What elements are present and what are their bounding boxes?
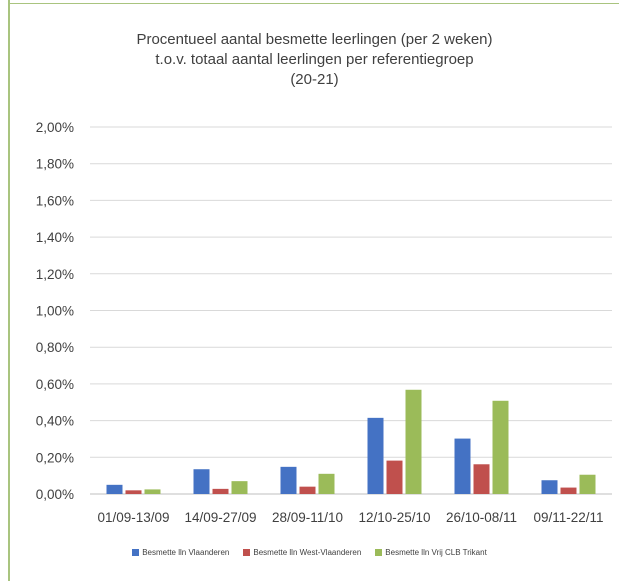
bar-3-4 xyxy=(405,389,422,494)
legend-label-trikant: Besmette lln Vrij CLB Trikant xyxy=(385,548,487,557)
legend-swatch-west-vlaanderen xyxy=(243,549,251,556)
y-tick-label-8: 1,60% xyxy=(36,193,74,208)
frame-border-top xyxy=(8,3,619,4)
legend-swatch-vlaanderen xyxy=(132,549,140,556)
x-tick-label-1: 01/09-13/09 xyxy=(97,510,169,525)
chart-title-line-2: t.o.v. totaal aantal leerlingen per refe… xyxy=(155,51,474,68)
bar-2-4 xyxy=(386,460,403,494)
bar-2-2 xyxy=(212,488,229,494)
y-tick-label-0: 0,00% xyxy=(36,487,74,502)
y-tick-label-6: 1,20% xyxy=(36,267,74,282)
x-tick-label-3: 28/09-11/10 xyxy=(272,510,343,525)
y-tick-label-1: 0,20% xyxy=(36,450,74,465)
bar-1-4 xyxy=(367,417,384,494)
frame-border-left xyxy=(8,0,10,581)
y-tick-label-5: 1,00% xyxy=(36,304,74,319)
legend-item-west-vlaanderen: Besmette lln West-Vlaanderen xyxy=(243,548,361,557)
bar-1-2 xyxy=(193,469,210,494)
bar-3-2 xyxy=(231,481,248,494)
bar-2-1 xyxy=(125,490,142,494)
bar-1-6 xyxy=(541,480,558,494)
legend-swatch-trikant xyxy=(375,549,383,556)
y-tick-label-2: 0,40% xyxy=(36,414,74,429)
legend-item-trikant: Besmette lln Vrij CLB Trikant xyxy=(375,548,487,557)
bar-2-3 xyxy=(299,486,316,494)
bar-3-5 xyxy=(492,400,509,494)
y-tick-label-3: 0,60% xyxy=(36,377,74,392)
bar-2-6 xyxy=(560,487,577,494)
bar-3-3 xyxy=(318,473,335,494)
y-tick-label-7: 1,40% xyxy=(36,230,74,245)
chart-title-line-3: (20-21) xyxy=(290,71,339,88)
bar-1-3 xyxy=(280,466,297,494)
x-tick-label-6: 09/11-22/11 xyxy=(533,510,603,525)
x-tick-label-4: 12/10-25/10 xyxy=(358,510,430,525)
bar-1-5 xyxy=(454,438,471,494)
chart-title: Procentueel aantal besmette leerlingen (… xyxy=(10,30,619,90)
chart-legend: Besmette lln Vlaanderen Besmette lln Wes… xyxy=(0,548,619,557)
chart-title-line-1: Procentueel aantal besmette leerlingen (… xyxy=(136,31,493,48)
y-tick-label-4: 0,80% xyxy=(36,340,74,355)
legend-label-vlaanderen: Besmette lln Vlaanderen xyxy=(142,548,230,557)
bar-1-1 xyxy=(106,484,123,494)
bar-2-5 xyxy=(473,464,490,494)
x-tick-label-5: 26/10-08/11 xyxy=(446,510,517,525)
x-tick-label-2: 14/09-27/09 xyxy=(184,510,256,525)
y-tick-label-10: 2,00% xyxy=(36,120,74,135)
legend-label-west-vlaanderen: Besmette lln West-Vlaanderen xyxy=(253,548,362,557)
legend-item-vlaanderen: Besmette lln Vlaanderen xyxy=(132,548,229,557)
bar-3-1 xyxy=(144,489,161,494)
y-tick-label-9: 1,80% xyxy=(36,157,74,172)
bar-3-6 xyxy=(579,474,596,494)
